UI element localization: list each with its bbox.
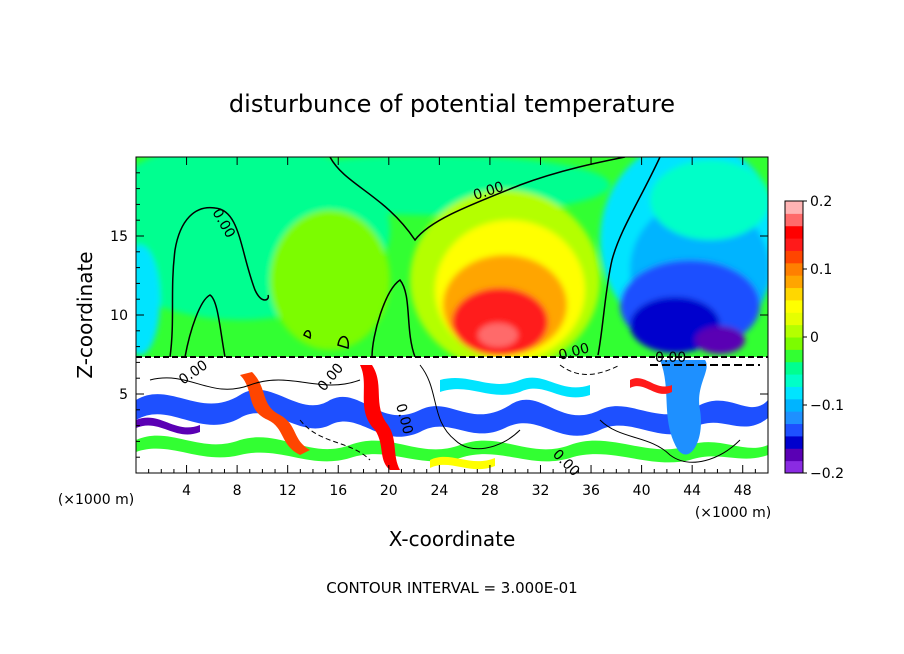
colorbar-swatch	[785, 324, 803, 338]
lower-band-purple	[136, 417, 200, 435]
colorbar-swatch	[785, 411, 803, 425]
x-tick-label: 36	[582, 483, 600, 499]
field-region-lightgreen-mid	[270, 210, 390, 350]
field-region-purple-right	[695, 326, 745, 354]
lower-band-green	[136, 435, 768, 463]
x-tick-label: 8	[233, 483, 242, 499]
x-tick-label: 28	[481, 483, 499, 499]
contour-zero-top	[329, 157, 626, 242]
contour-zero-small-2	[303, 330, 312, 340]
lower-contour-2	[419, 364, 521, 450]
colorbar-swatch	[785, 213, 803, 227]
y-axis: 5 10 15	[110, 172, 768, 458]
contour-label: 0.00	[655, 350, 686, 366]
colorbar-swatch	[785, 337, 803, 350]
lower-band-red	[360, 365, 400, 470]
contour-zero-left-inner	[184, 294, 226, 358]
lower-contour-4	[599, 419, 741, 463]
colorbar-swatch	[785, 374, 803, 387]
x-tick-label: 16	[329, 483, 347, 499]
colorbar-swatch	[785, 448, 803, 462]
colorbar-tick-label: −0.1	[810, 398, 844, 414]
y-tick-label: 5	[119, 387, 128, 403]
contour-interval-note: CONTOUR INTERVAL = 3.000E-01	[326, 579, 577, 597]
colorbar-tick-label: −0.2	[810, 466, 844, 482]
heatmap-field	[136, 157, 768, 473]
colorbar-swatch	[785, 299, 803, 313]
lower-band-cyan	[440, 377, 590, 398]
colorbar-tick-label: 0.1	[810, 262, 832, 278]
y-tick-label: 10	[110, 308, 128, 324]
x-tick-label: 4	[182, 483, 191, 499]
lower-layer-field	[136, 356, 768, 473]
lower-band-red-right	[630, 378, 672, 394]
lower-band-blue-right	[660, 360, 707, 455]
lower-contours	[149, 364, 760, 463]
x-tick-label: 48	[734, 483, 752, 499]
contour-label: 0.00	[392, 402, 416, 436]
colorbar: 0.2 0.1 0 −0.1 −0.2	[784, 194, 844, 482]
lower-contour-5	[299, 419, 371, 461]
lower-band-yellow	[430, 456, 495, 470]
colorbar-swatch	[785, 349, 803, 363]
colorbar-swatch	[785, 201, 803, 214]
lower-band-blue	[136, 389, 768, 437]
colorbar-swatch	[785, 250, 803, 264]
x-tick-label: 12	[279, 483, 297, 499]
x-tick-label: 40	[633, 483, 651, 499]
field-region-cyan-top-right	[650, 160, 768, 240]
colorbar-swatch	[785, 225, 803, 239]
colorbar-tick-label: 0	[810, 330, 819, 346]
colorbar-tick-label: 0.2	[810, 194, 832, 210]
field-region-pink-warm	[478, 323, 518, 347]
x-tick-label: 32	[532, 483, 550, 499]
contour-zero-mid	[371, 278, 416, 358]
chart-title: disturbunce of potential temperature	[229, 90, 675, 118]
x-unit-right: (×1000 m)	[695, 505, 771, 521]
upper-layer-field	[136, 157, 768, 370]
colorbar-swatch	[785, 423, 803, 437]
x-tick-label: 24	[430, 483, 448, 499]
contour-labels: 0.00 0.00 0.00 0.00 0.00 0.00 0.00 0.00	[176, 179, 686, 480]
x-tick-label: 20	[380, 483, 398, 499]
y-axis-label: Z-coordinate	[73, 251, 97, 378]
lower-contour-3	[559, 364, 621, 375]
contour-label: 0.00	[557, 340, 591, 364]
lower-contour-1	[149, 377, 361, 390]
contour-zero-left	[169, 206, 270, 358]
colorbar-swatch	[785, 435, 803, 449]
colorbar-swatch	[785, 386, 803, 400]
x-unit-left: (×1000 m)	[58, 492, 134, 508]
colorbar-swatch	[785, 398, 803, 412]
colorbar-swatch	[785, 361, 803, 375]
colorbar-swatch	[785, 262, 803, 276]
colorbar-swatch	[785, 275, 803, 289]
x-axis: 4 8 12 16 20 24 28 32 36 40 44 48	[148, 157, 756, 499]
lower-band-red-2	[240, 372, 310, 455]
colorbar-swatch	[785, 287, 803, 301]
colorbar-swatch	[785, 312, 803, 326]
contour-zero-right	[597, 157, 661, 356]
colorbar-swatch	[785, 460, 803, 474]
contour-lines	[169, 157, 661, 358]
x-tick-label: 44	[683, 483, 701, 499]
field-region-red-warm	[452, 288, 548, 356]
x-axis-label: X-coordinate	[389, 527, 516, 551]
y-tick-label: 15	[110, 229, 128, 245]
contour-zero-small-1	[337, 336, 349, 349]
colorbar-swatch	[785, 238, 803, 251]
field-region-cyan-left	[136, 245, 160, 355]
